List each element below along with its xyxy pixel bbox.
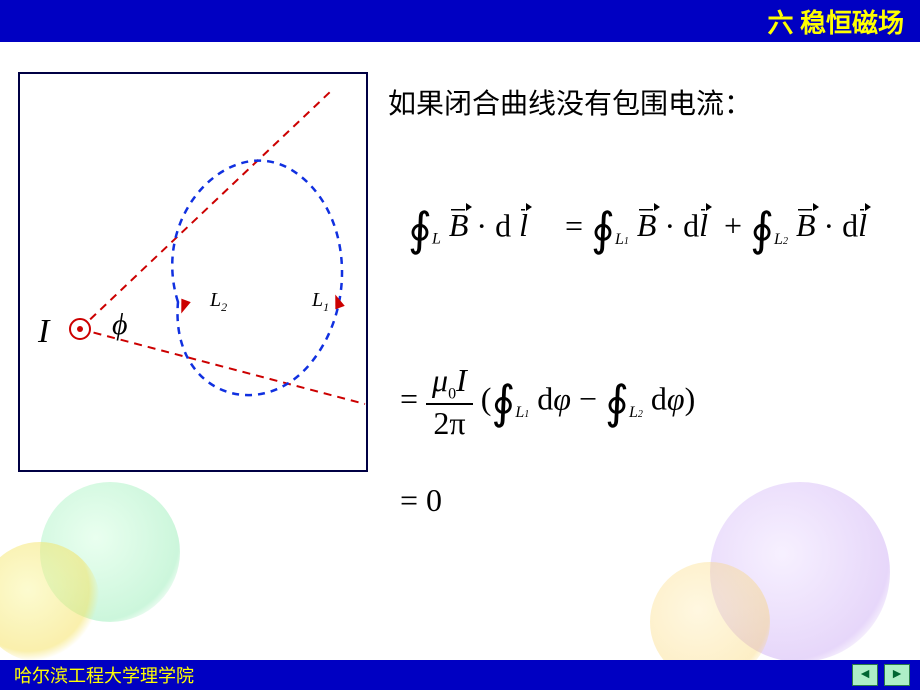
eq-line3: = 0 xyxy=(400,482,442,519)
closed-loop xyxy=(172,161,342,396)
next-icon: ► xyxy=(890,667,904,683)
footer-bar: 哈尔滨工程大学理学院 xyxy=(0,660,920,690)
header-title: 六 稳恒磁场 xyxy=(767,3,904,40)
eq-line2: = μ0I2π (∮L1 dφ − ∮L2 dφ) xyxy=(400,362,695,442)
ray-upper xyxy=(80,92,330,329)
footer-org: 哈尔滨工程大学理学院 xyxy=(14,662,194,688)
deco-balloon xyxy=(710,482,890,662)
current-dot xyxy=(77,326,83,332)
deco-balloon xyxy=(0,542,100,662)
arrow-l1 xyxy=(331,293,345,310)
header-bar: 六 稳恒磁场 xyxy=(0,0,920,42)
eq-line1-lhs: ∮L B · d l xyxy=(408,202,528,256)
deco-balloon xyxy=(40,482,180,622)
eq-line1-rhs: = ∮L1 B · dl + ∮L2 B · dl xyxy=(565,202,867,256)
prev-icon: ◄ xyxy=(858,667,872,683)
nav-arrows: ◄ ► xyxy=(852,664,910,686)
label-L1: L1 xyxy=(311,289,329,314)
label-L2: L2 xyxy=(209,289,227,314)
label-phi: ϕ xyxy=(112,308,128,341)
slide-content: I ϕ L1 L2 如果闭合曲线没有包围电流： ∮L B · d l = ∮L1… xyxy=(0,42,920,660)
intro-text: 如果闭合曲线没有包围电流： xyxy=(388,82,752,122)
prev-button[interactable]: ◄ xyxy=(852,664,878,686)
label-I: I xyxy=(37,313,51,350)
diagram-svg: I ϕ L1 L2 xyxy=(20,74,370,474)
diagram-frame: I ϕ L1 L2 xyxy=(18,72,368,472)
next-button[interactable]: ► xyxy=(884,664,910,686)
